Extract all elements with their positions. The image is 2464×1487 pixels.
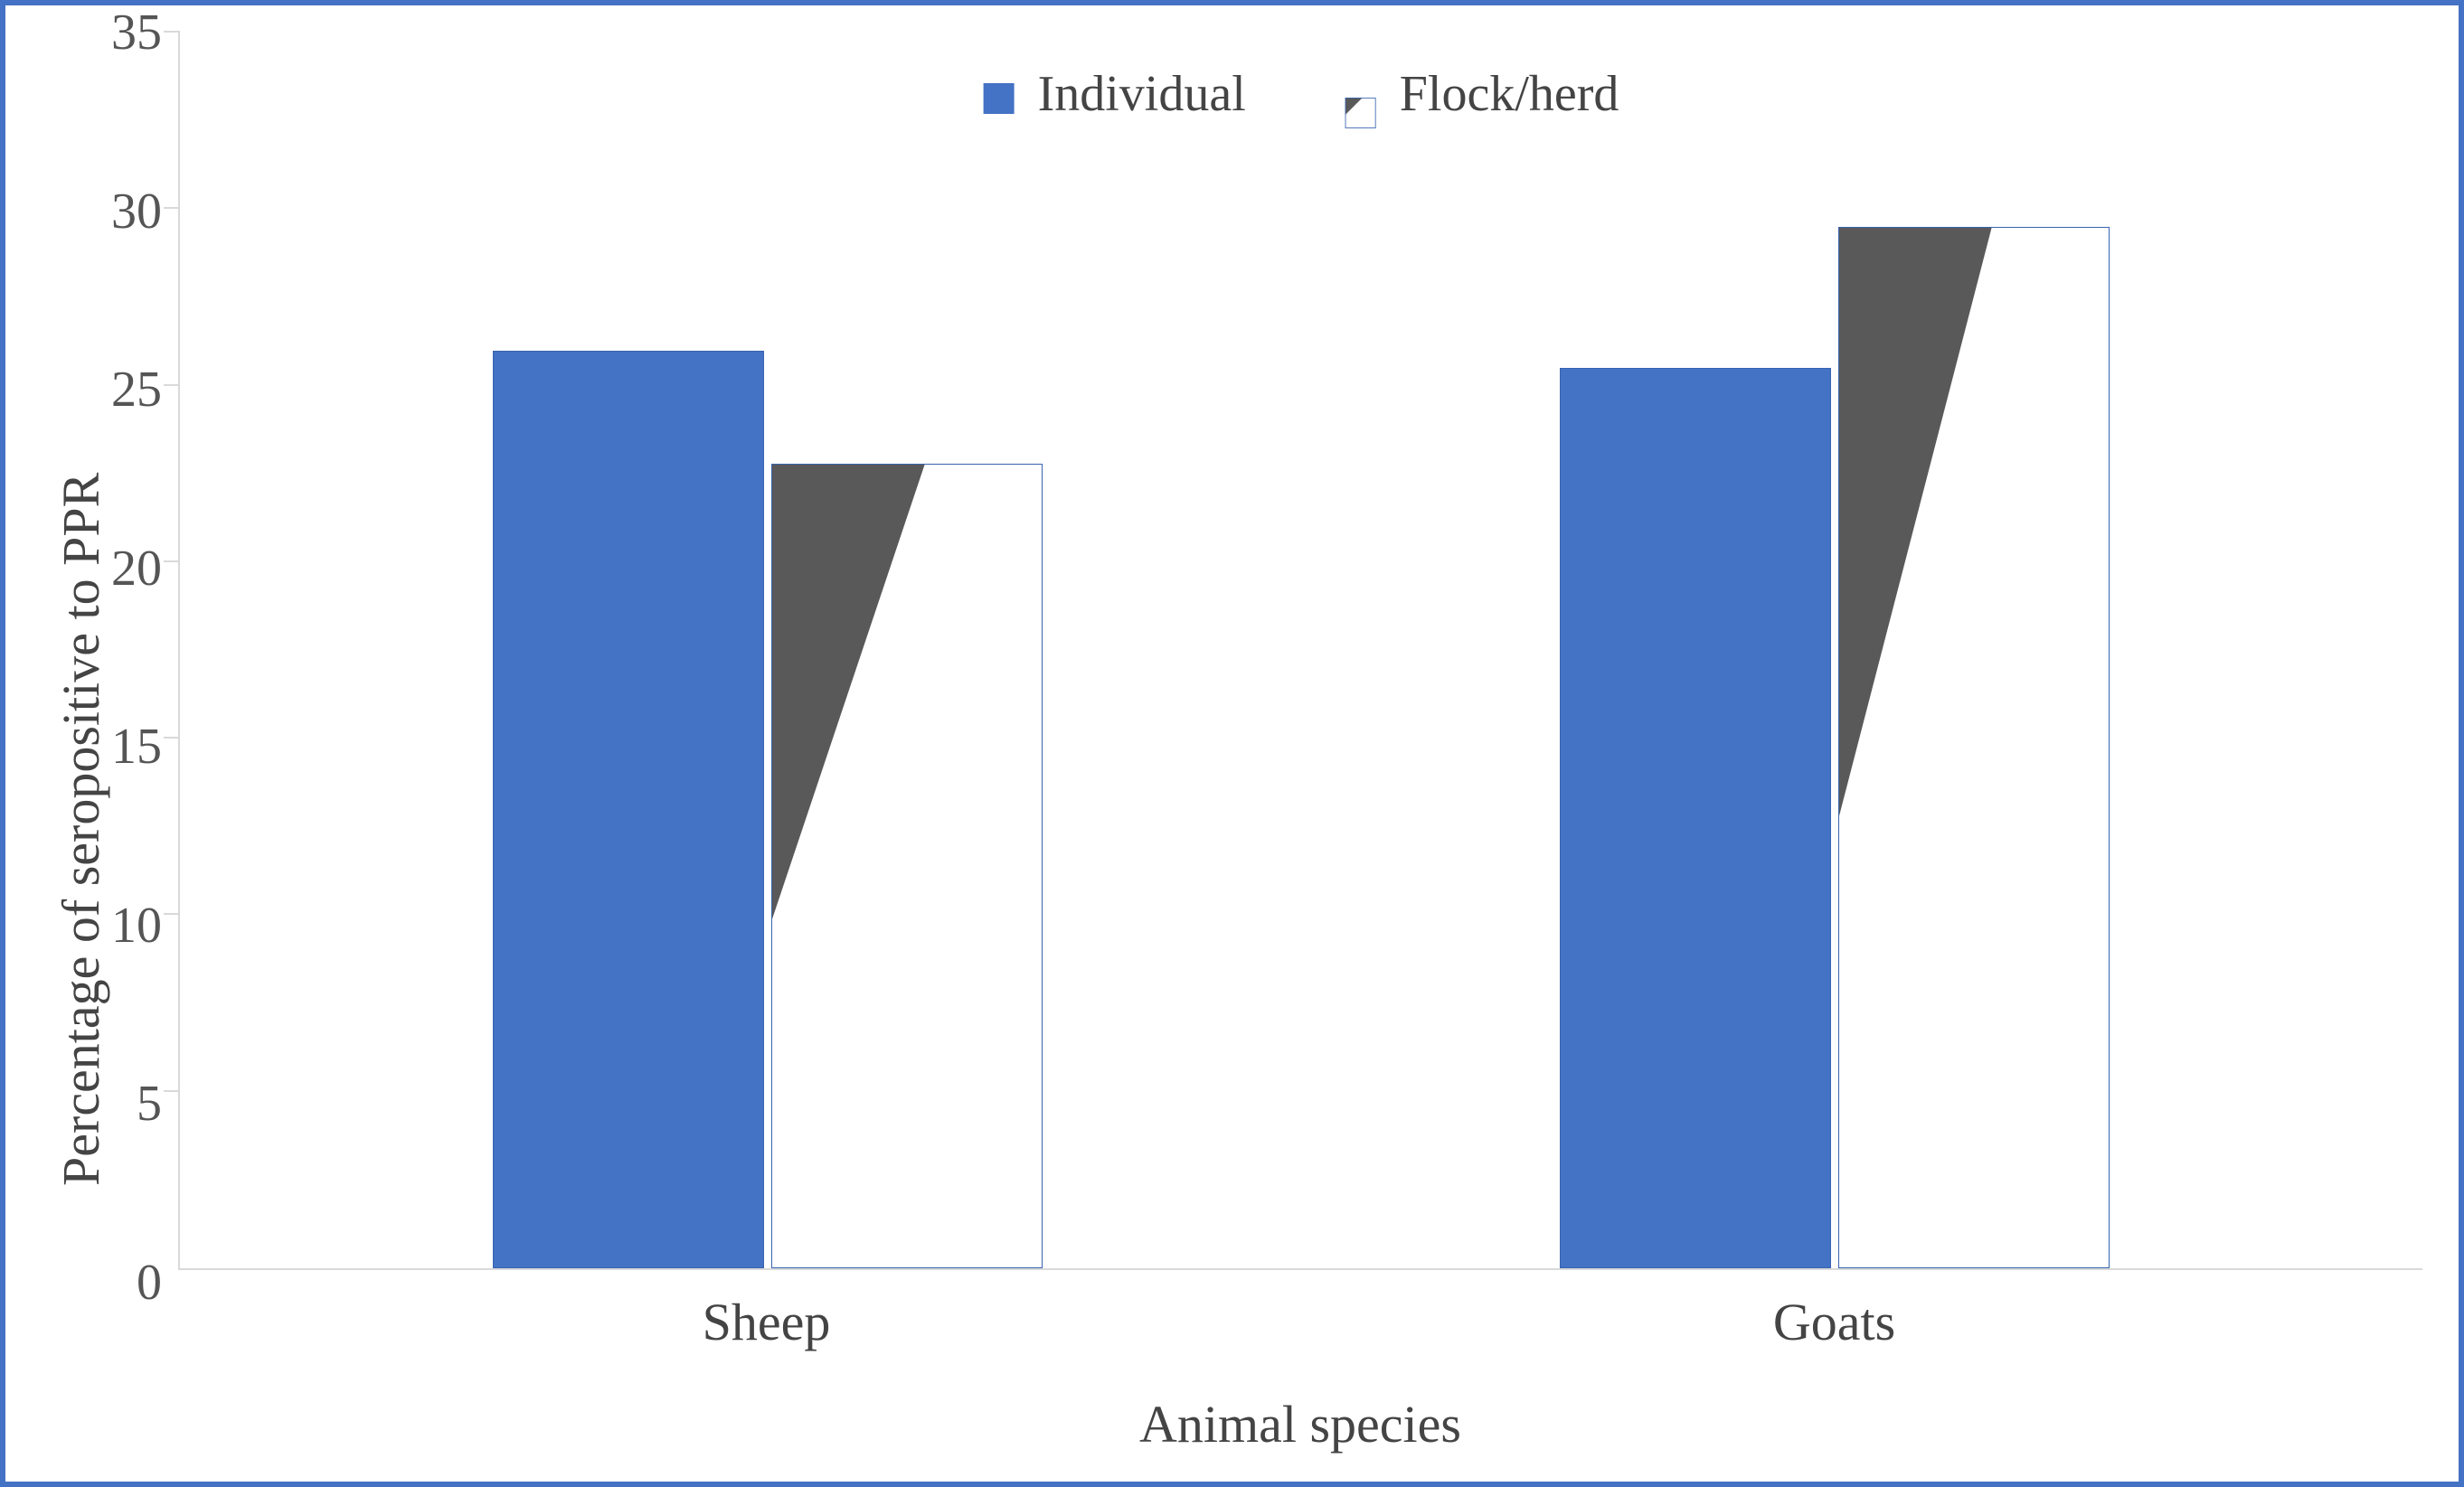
bar-sheep-flockherd	[771, 464, 1043, 1269]
y-tick-mark	[164, 207, 180, 209]
legend-item-individual: Individual	[984, 65, 1246, 123]
y-tick-mark	[164, 31, 180, 33]
bar-group-sheep	[234, 33, 1301, 1268]
bar-sheep-individual	[493, 351, 764, 1268]
x-axis-label: Animal species	[178, 1352, 2422, 1454]
plot-area: Individual Flock/herd	[178, 33, 2422, 1270]
legend: Individual Flock/herd	[984, 65, 1619, 123]
y-axis-label: Percentage of seropositive to PPR	[42, 33, 111, 1454]
legend-label-individual: Individual	[1038, 66, 1246, 122]
bar-group-goats	[1301, 33, 2368, 1268]
y-tick-mark	[164, 737, 180, 739]
bar-goats-flockherd	[1838, 227, 2110, 1268]
chart-area: Percentage of seropositive to PPR 353025…	[42, 33, 2422, 1454]
y-tick-mark	[164, 384, 180, 386]
y-tick-mark	[164, 1090, 180, 1092]
legend-label-flockherd: Flock/herd	[1400, 66, 1619, 122]
legend-item-flockherd: Flock/herd	[1345, 65, 1619, 123]
legend-swatch-hatched	[1345, 83, 1376, 114]
x-axis-tick-labels: Sheep Goats	[178, 1270, 2422, 1352]
y-tick-mark	[164, 913, 180, 915]
x-tick-label-sheep: Sheep	[232, 1292, 1300, 1352]
bar-goats-individual	[1560, 368, 1831, 1268]
y-axis-ticks: 35302520151050	[111, 33, 178, 1454]
plot-column: Individual Flock/herd Sheep	[178, 33, 2422, 1454]
y-tick-mark	[164, 560, 180, 562]
legend-swatch-solid	[984, 83, 1015, 114]
x-tick-label-goats: Goats	[1300, 1292, 2368, 1352]
chart-container: Percentage of seropositive to PPR 353025…	[0, 0, 2464, 1487]
